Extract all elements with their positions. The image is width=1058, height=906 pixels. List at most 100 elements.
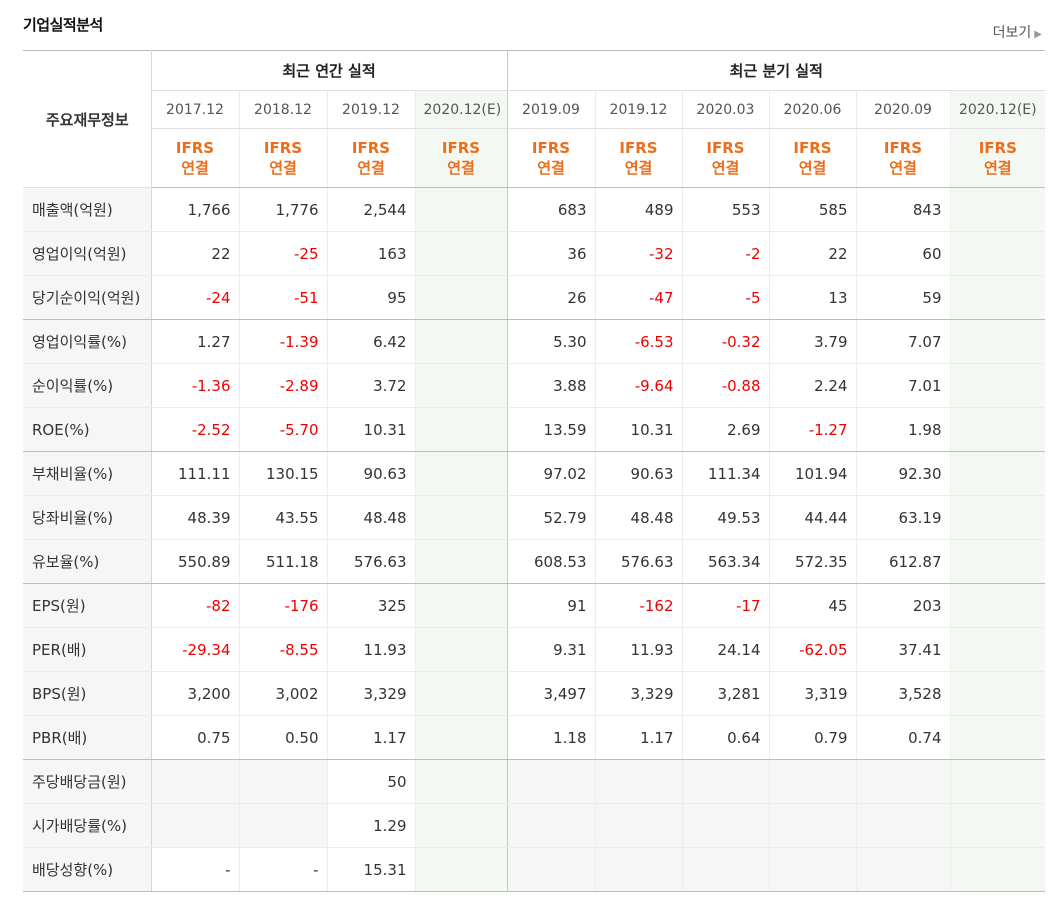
table-cell: 36 [507,231,596,276]
table-cell: 489 [595,187,683,232]
table-cell: 49.53 [682,495,770,540]
table-cell [950,847,1046,892]
table-cell: 95 [327,275,416,320]
table-cell: 11.93 [327,627,416,672]
row-label: 배당성향(%) [23,847,152,892]
table-cell: 1.17 [327,715,416,760]
table-cell: 48.48 [327,495,416,540]
table-cell [415,275,508,320]
table-cell [507,759,596,804]
ifrs-header-row: IFRS 연결 IFRS 연결 IFRS 연결 IFRS 연결 IFRS 연결 IFRS 연결 IFRS… [23,128,1046,188]
period-header: 2020.09 [856,90,951,129]
table-cell: 553 [682,187,770,232]
table-cell: 2.69 [682,407,770,452]
ifrs-badge: IFRS 연결 [856,128,951,188]
ifrs-bottom-label: 연결 [624,159,653,177]
table-cell: 111.11 [151,451,240,496]
table-cell: 111.34 [682,451,770,496]
table-cell: 10.31 [595,407,683,452]
period-header: 2017.12 [151,90,240,129]
ifrs-badge: IFRS 연결 [769,128,857,188]
table-cell: - [151,847,240,892]
table-cell: 101.94 [769,451,857,496]
table-cell: 1.27 [151,319,240,364]
table-cell: 3,002 [239,671,328,716]
table-cell: 563.34 [682,539,770,584]
table-cell: -162 [595,583,683,628]
table-cell: -17 [682,583,770,628]
table-cell: 1.29 [327,803,416,848]
table-cell: 24.14 [682,627,770,672]
table-cell [415,407,508,452]
ifrs-bottom-label: 연결 [447,159,475,177]
ifrs-bottom-label: 연결 [889,159,917,177]
table-cell: 22 [769,231,857,276]
table-cell: 45 [769,583,857,628]
period-header: 2020.06 [769,90,857,129]
table-cell: -24 [151,275,240,320]
group-header-row: 주요재무정보 최근 연간 실적 최근 분기 실적 [23,50,1046,188]
table-cell [239,759,328,804]
ifrs-badge: IFRS 연결 [239,128,328,188]
ifrs-top-label: IFRS [441,139,481,157]
table-cell: 683 [507,187,596,232]
table-cell [856,759,951,804]
table-cell: -1.27 [769,407,857,452]
table-row: 순이익률(%) -1.36 -2.89 3.72 3.88 -9.64 -0.88 2.24 7… [23,363,1046,408]
table-cell: 9.31 [507,627,596,672]
table-cell: 3,329 [595,671,683,716]
table-cell: 3,281 [682,671,770,716]
table-row: 시가배당률(%) 1.29 [23,803,1046,848]
table-cell [151,803,240,848]
ifrs-badge: IFRS 연결 [151,128,240,188]
table-cell: 26 [507,275,596,320]
table-cell: - [239,847,328,892]
period-header-row: 2017.12 2018.12 2019.12 2020.12(E) 2019.09 20… [23,90,1046,129]
table-cell [595,803,683,848]
table-cell [950,319,1046,364]
table-cell [507,803,596,848]
period-header: 2019.12 [595,90,683,129]
table-row: 당기순이익(억원) -24 -51 95 26 -47 -5 13 59 [23,275,1046,320]
table-cell [950,803,1046,848]
ifrs-top-label: IFRS [531,139,571,157]
table-cell: 2,544 [327,187,416,232]
period-header: 2020.03 [682,90,770,129]
ifrs-bottom-label: 연결 [269,159,297,177]
ifrs-top-label: IFRS [793,139,832,157]
table-cell: -51 [239,275,328,320]
table-cell: 163 [327,231,416,276]
table-cell: -5.70 [239,407,328,452]
table-row: 부채비율(%) 111.11 130.15 90.63 97.02 90.63 111.34… [23,451,1046,496]
table-cell: 5.30 [507,319,596,364]
table-cell: 585 [769,187,857,232]
row-label: 당기순이익(억원) [23,275,152,320]
table-cell: 3,200 [151,671,240,716]
table-cell [769,803,857,848]
table-cell: -25 [239,231,328,276]
table-cell: 37.41 [856,627,951,672]
ifrs-bottom-label: 연결 [798,159,827,177]
table-cell: -47 [595,275,683,320]
table-cell [950,671,1046,716]
table-cell: 2.24 [769,363,857,408]
table-cell: 572.35 [769,539,857,584]
ifrs-badge: IFRS 연결 [950,128,1046,188]
table-cell: 612.87 [856,539,951,584]
table-cell: 7.07 [856,319,951,364]
table-cell: -5 [682,275,770,320]
table-cell: 22 [151,231,240,276]
table-cell [769,847,857,892]
table-cell: -2.89 [239,363,328,408]
table-cell: 203 [856,583,951,628]
table-cell: 511.18 [239,539,328,584]
table-cell [415,583,508,628]
financial-table-body: 매출액(억원) 1,766 1,776 2,544 683 489 553 585 843 영업이… [23,187,1046,892]
more-link[interactable]: 더보기 ▶ [993,22,1042,42]
table-cell [415,803,508,848]
table-cell: 3.88 [507,363,596,408]
table-cell: 3,497 [507,671,596,716]
table-cell: -1.39 [239,319,328,364]
row-label: BPS(원) [23,671,152,716]
ifrs-badge: IFRS 연결 [415,128,508,188]
